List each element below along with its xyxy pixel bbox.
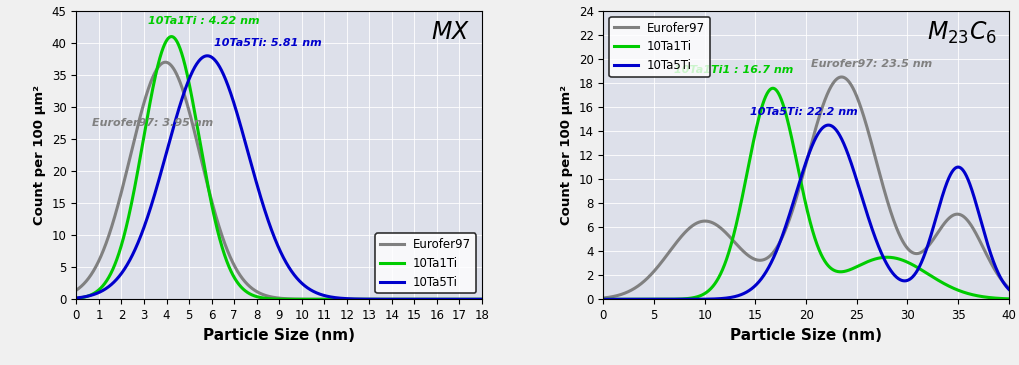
- 10Ta5Ti: [618, 297, 630, 301]
- 10Ta1Ti: [476, 297, 488, 301]
- Text: 10Ta1Ti : 4.22 nm: 10Ta1Ti : 4.22 nm: [149, 16, 260, 26]
- Y-axis label: Count per 100 μm²: Count per 100 μm²: [34, 85, 46, 225]
- Eurofer97: [464, 297, 476, 301]
- Eurofer97: [70, 288, 83, 292]
- Eurofer97: [784, 216, 796, 220]
- 10Ta5Ti: [464, 297, 476, 301]
- Eurofer97: [464, 297, 476, 301]
- 10Ta1Ti: [464, 297, 476, 301]
- 10Ta5Ti: [464, 297, 476, 301]
- Eurofer97: [618, 291, 630, 296]
- 10Ta1Ti: [389, 297, 401, 301]
- Line: Eurofer97: Eurofer97: [76, 62, 482, 299]
- Eurofer97: [795, 181, 807, 186]
- Eurofer97: [476, 297, 488, 301]
- Text: Eurofer97: 3.95 nm: Eurofer97: 3.95 nm: [92, 118, 213, 128]
- 10Ta1Ti: [990, 296, 1003, 300]
- 10Ta1Ti: [464, 297, 476, 301]
- 10Ta1Ti: [784, 128, 796, 133]
- Text: 10Ta5Ti: 5.81 nm: 10Ta5Ti: 5.81 nm: [214, 38, 322, 48]
- 10Ta5Ti: [1003, 287, 1015, 292]
- Eurofer97: [991, 272, 1004, 276]
- 10Ta1Ti: [917, 269, 929, 273]
- Line: 10Ta1Ti: 10Ta1Ti: [603, 88, 1009, 299]
- Eurofer97: [1003, 286, 1015, 290]
- 10Ta5Ti: [257, 203, 269, 207]
- Text: 10Ta1Ti1 : 16.7 nm: 10Ta1Ti1 : 16.7 nm: [675, 65, 794, 76]
- 10Ta1Ti: [257, 296, 269, 300]
- 10Ta5Ti: [990, 268, 1003, 273]
- Eurofer97: [91, 262, 103, 266]
- X-axis label: Particle Size (nm): Particle Size (nm): [203, 327, 355, 343]
- Text: 10Ta5Ti: 22.2 nm: 10Ta5Ti: 22.2 nm: [750, 107, 858, 118]
- Legend: Eurofer97, 10Ta1Ti, 10Ta5Ti: Eurofer97, 10Ta1Ti, 10Ta5Ti: [609, 17, 710, 77]
- Eurofer97: [389, 297, 401, 301]
- 10Ta5Ti: [795, 177, 807, 181]
- Eurofer97: [917, 249, 929, 254]
- 10Ta1Ti: [597, 297, 609, 301]
- Eurofer97: [990, 271, 1003, 276]
- 10Ta5Ti: [91, 291, 103, 295]
- Line: Eurofer97: Eurofer97: [603, 77, 1009, 299]
- 10Ta5Ti: [476, 297, 488, 301]
- 10Ta5Ti: [70, 296, 83, 300]
- Text: $\mathit{M}_{23}\mathit{C}_6$: $\mathit{M}_{23}\mathit{C}_6$: [926, 20, 997, 46]
- Eurofer97: [836, 75, 848, 79]
- Line: 10Ta1Ti: 10Ta1Ti: [76, 36, 482, 299]
- Eurofer97: [257, 292, 269, 297]
- Eurofer97: [268, 295, 280, 300]
- 10Ta5Ti: [991, 269, 1004, 273]
- 10Ta1Ti: [1003, 297, 1015, 301]
- 10Ta5Ti: [917, 257, 929, 261]
- 10Ta5Ti: [268, 234, 280, 238]
- Eurofer97: [597, 297, 609, 301]
- Text: Eurofer97: 23.5 nm: Eurofer97: 23.5 nm: [811, 59, 932, 69]
- 10Ta5Ti: [784, 211, 796, 216]
- 10Ta5Ti: [822, 123, 835, 127]
- Line: 10Ta5Ti: 10Ta5Ti: [76, 56, 482, 299]
- 10Ta1Ti: [618, 297, 630, 301]
- 10Ta1Ti: [165, 34, 177, 39]
- Y-axis label: Count per 100 μm²: Count per 100 μm²: [560, 85, 573, 225]
- 10Ta1Ti: [991, 296, 1004, 300]
- X-axis label: Particle Size (nm): Particle Size (nm): [731, 327, 882, 343]
- 10Ta1Ti: [91, 289, 103, 293]
- 10Ta1Ti: [70, 296, 83, 301]
- 10Ta1Ti: [795, 179, 807, 183]
- Eurofer97: [159, 60, 171, 64]
- Legend: Eurofer97, 10Ta1Ti, 10Ta5Ti: Eurofer97, 10Ta1Ti, 10Ta5Ti: [375, 233, 476, 293]
- 10Ta1Ti: [766, 86, 779, 91]
- Line: 10Ta5Ti: 10Ta5Ti: [603, 125, 1009, 299]
- Text: $\mathit{MX}$: $\mathit{MX}$: [431, 20, 470, 43]
- 10Ta5Ti: [389, 297, 401, 301]
- 10Ta5Ti: [201, 54, 213, 58]
- 10Ta5Ti: [597, 297, 609, 301]
- 10Ta1Ti: [268, 297, 280, 301]
